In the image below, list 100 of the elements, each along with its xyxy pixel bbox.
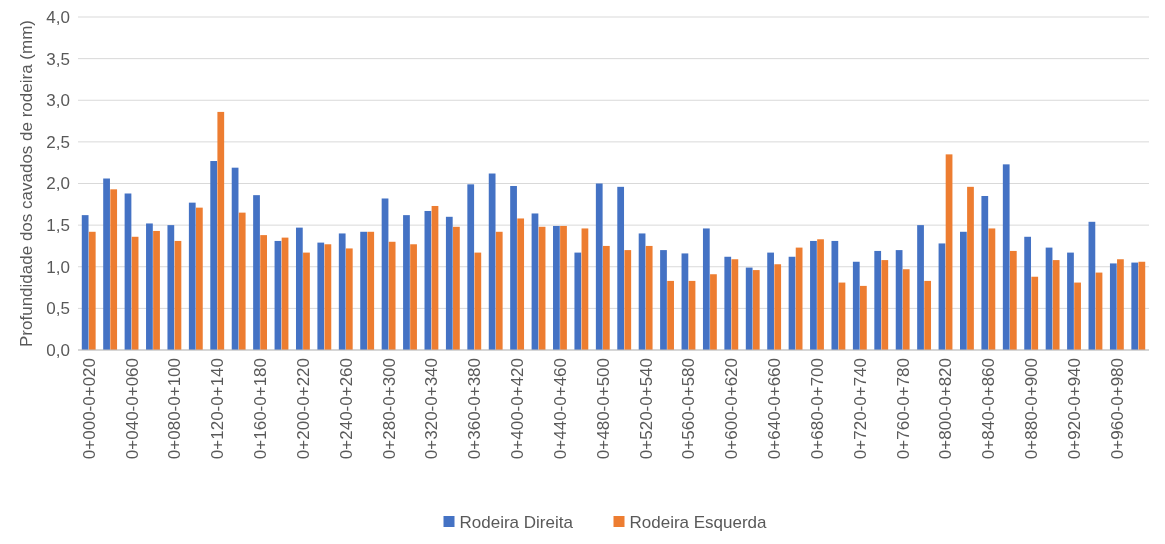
legend-label: Rodeira Direita: [459, 512, 574, 532]
x-tick-label: 0+120-0+140: [208, 358, 228, 460]
bar: [388, 241, 396, 350]
bar: [860, 285, 867, 350]
bar: [1031, 276, 1039, 350]
bar: [702, 228, 710, 350]
x-tick-label: 0+720-0+740: [850, 358, 870, 460]
x-tick-label: 0+280-0+300: [379, 358, 399, 460]
x-tick-label: 0+600-0+620: [722, 358, 742, 460]
x-tick-label: 0+640-0+660: [765, 358, 785, 460]
bar: [1138, 261, 1146, 350]
bar: [210, 161, 218, 350]
bar: [924, 280, 932, 350]
bar: [338, 233, 346, 350]
y-tick-label: 2,0: [46, 174, 70, 194]
bar: [617, 186, 625, 350]
x-tick-label: 0+400-0+420: [508, 358, 528, 460]
bar: [260, 235, 267, 350]
bar: [831, 240, 839, 350]
bar: [495, 231, 503, 350]
x-tick-label: 0+960-0+980: [1107, 358, 1127, 460]
bar: [624, 250, 632, 350]
x-tick-label: 0+040-0+060: [122, 358, 142, 460]
bar: [667, 280, 674, 350]
x-tick-label: 0+440-0+460: [550, 358, 570, 460]
bar: [510, 186, 517, 350]
y-axis-title: Profundidade dos cavados de rodeira (mm): [16, 20, 36, 347]
bar: [303, 252, 310, 350]
bar: [981, 195, 989, 350]
x-tick-label: 0+480-0+500: [593, 358, 613, 460]
x-tick-label: 0+320-0+340: [422, 358, 442, 460]
x-tick-label: 0+560-0+580: [679, 358, 699, 460]
x-tick-label: 0+160-0+180: [251, 358, 271, 460]
bar: [553, 225, 560, 350]
bar: [767, 252, 774, 350]
bar: [1109, 263, 1117, 350]
bar: [1117, 259, 1124, 350]
bar: [445, 216, 453, 350]
bar: [517, 218, 525, 350]
bar: [488, 173, 496, 350]
x-tick-label: 0+360-0+380: [465, 358, 485, 460]
bar: [217, 111, 225, 350]
y-tick-label: 1,5: [46, 216, 70, 236]
bar: [1024, 236, 1032, 350]
bar: [595, 183, 603, 350]
bar: [1002, 164, 1010, 350]
bar: [360, 231, 367, 350]
bar: [453, 226, 460, 350]
bar: [745, 267, 753, 350]
bar: [103, 178, 110, 350]
bar: [295, 227, 303, 350]
bar: [195, 207, 203, 350]
x-tick-label: 0+200-0+220: [293, 358, 313, 460]
y-tick-label: 0,5: [46, 299, 70, 319]
x-tick-label: 0+240-0+260: [336, 358, 356, 460]
bar: [660, 250, 667, 350]
y-tick-label: 0,0: [46, 340, 70, 360]
bar: [467, 184, 475, 350]
x-tick-label: 0+760-0+780: [893, 358, 913, 460]
bar: [345, 248, 353, 350]
bar: [810, 240, 817, 350]
x-tick-label: 0+920-0+940: [1064, 358, 1084, 460]
bar: [474, 252, 482, 350]
bar: [167, 225, 175, 350]
bar: [403, 215, 410, 350]
bar: [574, 252, 582, 350]
bar: [88, 231, 96, 350]
bar: [902, 269, 910, 350]
y-tick-label: 2,5: [46, 132, 70, 152]
x-tick-label: 0+080-0+100: [165, 358, 185, 460]
bar: [874, 250, 882, 350]
legend-label: Rodeira Esquerda: [629, 512, 768, 532]
bar: [110, 189, 118, 350]
bar: [774, 264, 782, 350]
bar: [253, 195, 260, 350]
bar: [410, 244, 417, 350]
bar: [1067, 252, 1074, 350]
y-tick-label: 3,0: [46, 91, 70, 111]
bar: [602, 245, 610, 350]
x-tick-label: 0+800-0+820: [936, 358, 956, 460]
bar: [752, 270, 760, 350]
bar: [188, 202, 196, 350]
bar: [1074, 282, 1081, 350]
bar: [960, 231, 967, 350]
bar: [367, 231, 375, 350]
x-tick-label: 0+520-0+540: [636, 358, 656, 460]
bar: [817, 239, 824, 350]
bar: [967, 186, 974, 350]
x-tick-label: 0+880-0+900: [1022, 358, 1042, 460]
bar: [1009, 250, 1017, 350]
x-tick-label: 0+680-0+700: [807, 358, 827, 460]
bar: [645, 245, 653, 350]
y-tick-label: 4,0: [46, 7, 70, 27]
y-tick-label: 3,5: [46, 49, 70, 69]
bar: [238, 212, 246, 350]
bar: [1052, 260, 1060, 350]
bar: [731, 259, 739, 350]
x-tick-label: 0+840-0+860: [979, 358, 999, 460]
bar: [1131, 262, 1139, 350]
bar: [153, 230, 160, 350]
